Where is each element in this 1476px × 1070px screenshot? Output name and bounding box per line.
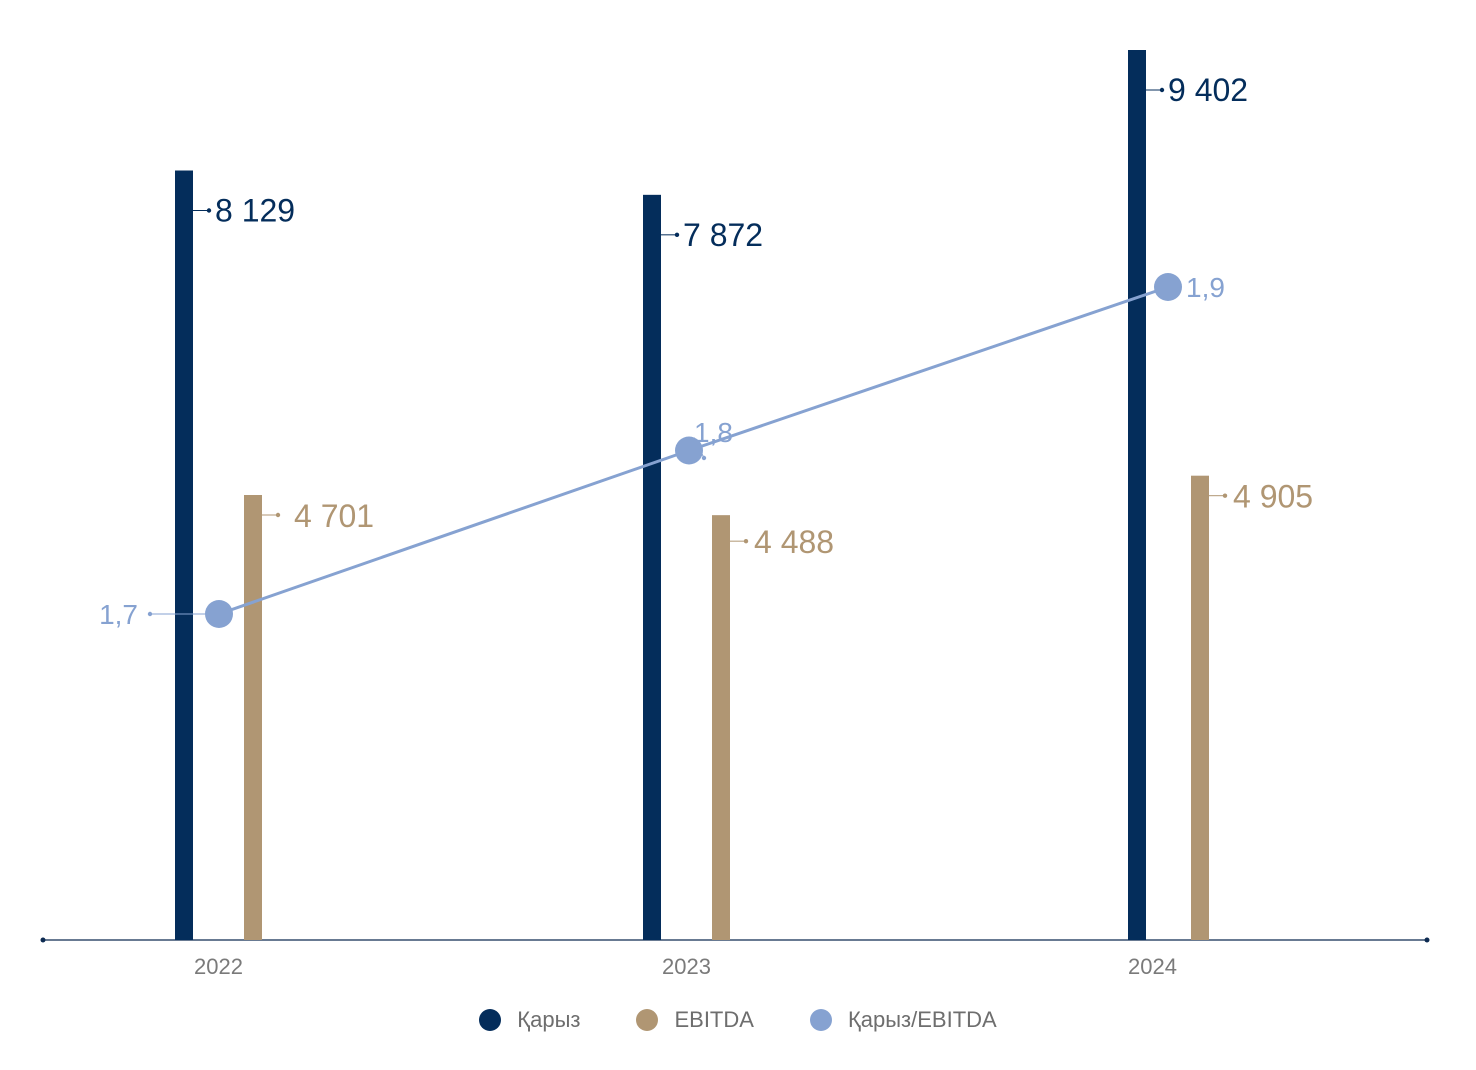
legend-marker-ebitda <box>636 1009 659 1031</box>
ebitda-label-dot <box>743 538 749 544</box>
legend-item-ratio: Қарыз/EBITDA <box>809 1007 997 1033</box>
ratio-label-dot <box>701 455 707 461</box>
ratio-value-label: 1,9 <box>1186 272 1225 303</box>
ratio-point <box>205 600 233 628</box>
debt-bar <box>175 170 193 941</box>
debt-value-label: 8 129 <box>215 193 295 229</box>
debt-label-dot <box>206 208 212 213</box>
legend-item-debt: Қарыз <box>479 1007 580 1033</box>
legend-label-debt: Қарыз <box>517 1007 581 1032</box>
ebitda-value-label: 4 905 <box>1233 479 1313 515</box>
x-tick-label: 2023 <box>662 954 711 979</box>
ratio-value-label: 1,8 <box>694 417 733 448</box>
legend-label-ebitda: EBITDA <box>674 1007 754 1032</box>
debt-value-label: 7 872 <box>683 217 763 253</box>
chart-legend: Қарыз EBITDA Қарыз/EBITDA <box>0 1002 1476 1038</box>
x-axis-end-dot <box>1424 937 1430 943</box>
ebitda-bar <box>244 495 262 940</box>
legend-marker-debt <box>479 1009 502 1031</box>
debt-label-dot <box>674 232 680 238</box>
ebitda-bar <box>712 515 730 940</box>
legend-item-ebitda: EBITDA <box>636 1007 754 1033</box>
ratio-label-dot <box>147 611 153 617</box>
debt-value-label: 9 402 <box>1168 72 1248 108</box>
legend-label-ratio: Қарыз/EBITDA <box>847 1007 997 1032</box>
legend-marker-ratio <box>809 1009 832 1031</box>
x-tick-label: 2024 <box>1128 954 1177 979</box>
ebitda-label-dot <box>275 512 281 518</box>
x-axis-start-dot <box>40 937 46 943</box>
debt-bar <box>643 194 661 941</box>
ratio-value-label: 1,7 <box>99 599 138 630</box>
x-tick-label: 2022 <box>194 954 243 979</box>
ratio-point <box>1154 273 1182 301</box>
ebitda-value-label: 4 701 <box>294 498 374 534</box>
ebitda-label-dot <box>1222 493 1228 498</box>
ebitda-bar <box>1191 475 1209 940</box>
ebitda-value-label: 4 488 <box>754 524 834 560</box>
debt-label-dot <box>1159 87 1165 93</box>
debt-ebitda-chart: 2022 2023 2024 8 129 7 872 9 402 4 701 4 488 4 9… <box>40 50 1430 979</box>
ratio-label-leader <box>693 437 705 459</box>
ratio-point <box>675 436 703 465</box>
debt-bar <box>1128 50 1146 940</box>
